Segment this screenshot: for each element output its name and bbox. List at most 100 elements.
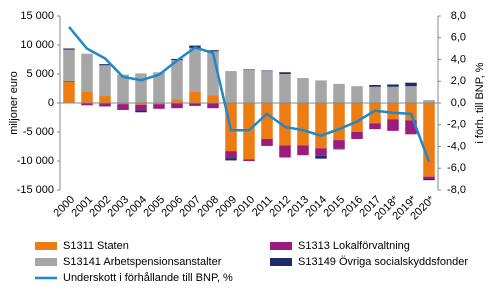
bar <box>117 104 129 110</box>
bar <box>135 73 147 103</box>
bar <box>63 81 75 103</box>
bar <box>189 91 201 103</box>
y2-tick-label: -8,0 <box>447 184 466 196</box>
bar <box>117 74 129 103</box>
bar <box>333 148 345 150</box>
bar <box>351 132 363 139</box>
bar <box>387 84 399 87</box>
bar <box>405 103 417 121</box>
bar <box>315 148 327 156</box>
bar <box>153 103 165 105</box>
bar <box>369 85 381 87</box>
bar <box>333 140 345 149</box>
bar <box>423 103 435 177</box>
y2-tick-label: -2,0 <box>447 119 466 131</box>
legend-swatch <box>270 258 292 266</box>
y-tick-label: -10 000 <box>17 155 54 167</box>
bar <box>99 96 111 103</box>
y-tick-label: 0 <box>48 97 54 109</box>
bar <box>387 103 399 120</box>
bar <box>423 176 435 179</box>
bar <box>333 83 345 103</box>
bar <box>297 145 309 156</box>
bar <box>405 120 417 135</box>
legend-label: S1311 Staten <box>63 240 129 252</box>
bar <box>243 159 255 161</box>
bar <box>207 95 219 103</box>
bar <box>261 70 273 72</box>
y-tick-label: 5 000 <box>26 68 54 80</box>
bar <box>261 71 273 103</box>
bar <box>243 69 255 103</box>
bar <box>423 100 435 103</box>
bar <box>315 155 327 159</box>
legend-label: S13141 Arbetspensionsanstalter <box>63 256 222 268</box>
y2-tick-label: 0,0 <box>451 97 466 109</box>
bar <box>405 82 417 87</box>
bar <box>297 78 309 103</box>
bar <box>423 178 435 181</box>
bar <box>207 51 219 96</box>
bar <box>81 53 93 92</box>
bar <box>243 69 255 70</box>
y2-axis-label: i förh. till BNP, % <box>474 62 486 143</box>
bar <box>153 72 165 103</box>
y-tick-label: -15 000 <box>17 184 54 196</box>
bar <box>189 47 201 92</box>
y2-tick-label: -4,0 <box>447 140 466 152</box>
bar <box>63 48 75 50</box>
bar <box>171 103 183 109</box>
bar <box>171 99 183 103</box>
bar <box>225 151 237 159</box>
bar <box>99 65 111 97</box>
bar <box>207 103 219 109</box>
bar <box>279 72 291 74</box>
bar <box>369 86 381 103</box>
legend-swatch <box>35 242 57 250</box>
y2-tick-label: 8,0 <box>451 10 466 22</box>
bar <box>261 103 273 139</box>
bar <box>99 103 111 107</box>
bar <box>153 104 165 109</box>
y-tick-label: -5 000 <box>23 126 54 138</box>
bar <box>333 103 345 141</box>
bar <box>387 86 399 103</box>
bar <box>135 110 147 113</box>
bar <box>225 71 237 103</box>
bar <box>405 86 417 103</box>
bar <box>189 103 201 106</box>
bar <box>63 49 75 81</box>
legend-label: S1313 Lokalförvaltning <box>298 240 410 252</box>
bar <box>315 80 327 103</box>
bar <box>279 145 291 158</box>
bar <box>369 123 381 130</box>
bar <box>351 86 363 103</box>
bar <box>351 103 363 132</box>
bar <box>315 103 327 149</box>
y-tick-label: 15 000 <box>20 10 54 22</box>
bar <box>117 103 129 105</box>
y-axis-label: miljoner euro <box>8 71 20 135</box>
bar <box>171 60 183 100</box>
bar <box>135 104 147 111</box>
bar <box>81 91 93 103</box>
bar <box>99 64 111 66</box>
bar <box>261 138 273 146</box>
bar <box>81 103 93 106</box>
bar <box>63 80 75 82</box>
bar <box>225 158 237 161</box>
legend-swatch <box>35 258 57 266</box>
bar <box>279 103 291 146</box>
legend-label: Underskott i förhållande till BNP, % <box>63 272 233 284</box>
bar <box>297 103 309 146</box>
bar <box>387 119 399 131</box>
line <box>68 26 431 163</box>
bar <box>279 74 291 103</box>
bar <box>369 103 381 124</box>
y-tick-label: 10 000 <box>20 39 54 51</box>
y2-tick-label: 6,0 <box>451 32 466 44</box>
y2-tick-label: 2,0 <box>451 75 466 87</box>
bar <box>135 103 147 105</box>
legend-swatch <box>270 242 292 250</box>
